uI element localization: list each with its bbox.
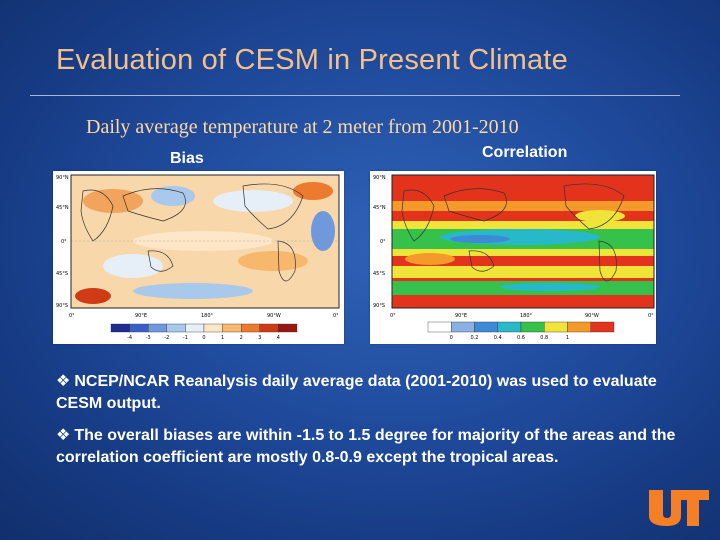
correlation-colorbar-swatch [520,321,545,333]
correlation-colorbar-ticks: 0 0.2 0.4 0.6 0.8 1 [450,335,569,341]
bias-colorbar-tick: 4 [277,335,280,341]
bias-colorbar-swatch [129,323,149,333]
correlation-colorbar-swatch [427,321,452,333]
correlation-colorbar-swatch [590,321,615,333]
bias-colorbar-swatch [185,323,205,333]
correlation-colorbar-tick: 1 [566,335,569,341]
bias-label: Bias [170,150,204,167]
diamond-bullet-icon: ❖ [56,427,71,444]
corr-lat-label: 0° [380,239,386,245]
correlation-colorbar-swatch [544,321,568,333]
correlation-colorbar-tick: 0.6 [517,335,525,341]
bias-lon-label: 90°E [135,313,147,319]
corr-lon-label: 90°W [585,313,599,319]
corr-lon-label: 0° [390,313,396,319]
correlation-map-figure: 90°N 45°N 0° 45°S 90°S 0° 90°E 180° 90°W… [370,171,656,344]
bias-lat-label: 90°S [56,303,68,309]
bullet-item: ❖ The overall biases are within -1.5 to 1… [56,425,688,469]
bias-colorbar-tick: 2 [240,335,243,341]
corr-lat-label: 45°S [373,271,385,277]
slide-title: Evaluation of CESM in Present Climate [56,44,568,76]
correlation-label: Correlation [482,144,568,161]
bias-lon-label: 0° [69,313,75,319]
bias-colorbar-swatch [166,323,186,333]
bias-colorbar-swatch [222,323,242,333]
bias-colorbar-swatch [110,323,130,333]
bias-lon-label: 180° [201,313,214,319]
ut-logo [647,488,711,533]
bias-lon-label: 90°W [267,313,281,319]
correlation-colorbar-tick: 0.8 [540,335,548,341]
correlation-colorbar [427,321,615,333]
bias-lat-label: 90°N [56,175,69,181]
corr-lat-label: 90°N [373,175,386,181]
bias-colorbar-tick: -1 [183,335,188,341]
bias-colorbar-swatch [147,323,167,333]
bias-colorbar [110,323,298,333]
slide-subtitle: Daily average temperature at 2 meter fro… [86,116,519,138]
bullet-text: NCEP/NCAR Reanalysis daily average data … [56,373,657,412]
correlation-colorbar-swatch [451,321,475,333]
bias-colorbar-tick: -3 [146,335,151,341]
correlation-colorbar-tick: 0.2 [471,335,479,341]
bias-colorbar-tick: -2 [164,335,169,341]
title-divider [30,95,680,96]
corr-lat-label: 90°S [373,303,385,309]
correlation-colorbar-tick: 0 [450,335,453,341]
bias-lat-label: 45°N [56,205,69,211]
bias-colorbar-tick: 1 [221,335,224,341]
bias-colorbar-tick: 0 [202,335,205,341]
corr-lon-label: 0° [648,313,654,319]
diamond-bullet-icon: ❖ [56,373,71,390]
correlation-colorbar-swatch [474,321,498,333]
correlation-colorbar-swatch [567,321,591,333]
bias-colorbar-tick: -4 [127,335,132,341]
bias-colorbar-swatch [259,323,279,333]
bias-colorbar-tick: 3 [258,335,261,341]
bias-colorbar-swatch [278,323,298,333]
bias-lon-label: 0° [333,313,339,319]
corr-lon-label: 90°E [455,313,467,319]
bias-map-figure: 90°N 45°N 0° 45°S 90°S 0° 90°E 180° 90°W… [53,171,344,344]
bullet-item: ❖ NCEP/NCAR Reanalysis daily average data… [56,371,688,415]
bullet-text: The overall biases are within -1.5 to 1.… [56,427,676,466]
corr-lon-label: 180° [520,313,533,319]
correlation-colorbar-tick: 0.4 [494,335,502,341]
bias-lat-label: 45°S [56,271,68,277]
bias-colorbar-ticks: -4 -3 -2 -1 0 1 2 3 4 [127,335,280,341]
corr-lat-label: 45°N [373,205,386,211]
bias-colorbar-swatch [203,323,223,333]
bias-lat-label: 0° [61,239,67,245]
bias-colorbar-swatch [240,323,260,333]
correlation-colorbar-swatch [497,321,522,333]
